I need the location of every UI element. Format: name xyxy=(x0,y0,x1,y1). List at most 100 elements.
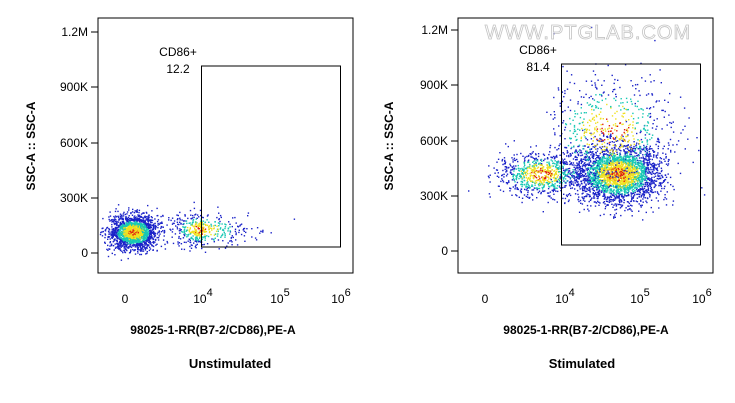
event-dot xyxy=(641,181,644,183)
event-dot xyxy=(658,172,660,174)
event-dot xyxy=(141,241,143,243)
event-dot xyxy=(640,194,643,197)
event-dot xyxy=(547,195,550,197)
event-dot xyxy=(618,193,620,195)
event-dot xyxy=(626,165,629,167)
event-dot xyxy=(142,233,144,235)
event-dot xyxy=(618,197,620,199)
event-dot xyxy=(570,187,572,190)
event-dot xyxy=(627,205,629,207)
event-dot xyxy=(134,249,136,251)
event-dot xyxy=(179,219,181,221)
event-dot xyxy=(138,225,140,227)
event-dot xyxy=(648,194,651,196)
event-dot xyxy=(220,227,222,229)
event-dot xyxy=(128,237,131,240)
event-dot xyxy=(195,213,197,215)
event-dot xyxy=(609,141,611,143)
event-dot xyxy=(118,243,120,246)
event-dot xyxy=(620,214,622,217)
event-dot xyxy=(149,242,151,244)
event-dot xyxy=(110,233,112,235)
event-dot xyxy=(141,245,144,247)
event-dot xyxy=(128,232,131,235)
event-dot xyxy=(125,247,127,249)
event-dot xyxy=(182,231,184,233)
event-dot xyxy=(621,167,624,170)
event-dot xyxy=(624,191,626,193)
event-dot xyxy=(661,174,663,177)
event-dot xyxy=(625,191,627,193)
event-dot xyxy=(114,229,116,231)
event-dot xyxy=(641,177,643,179)
event-dot xyxy=(597,177,599,180)
event-dot xyxy=(593,154,595,156)
event-dot xyxy=(640,206,642,208)
event-dot xyxy=(243,230,245,232)
event-dot xyxy=(581,170,583,172)
event-dot xyxy=(191,223,193,225)
event-dot xyxy=(639,185,641,187)
event-dot xyxy=(598,189,601,191)
event-dot xyxy=(135,225,138,227)
event-dot xyxy=(112,241,114,243)
event-dot xyxy=(612,206,614,208)
event-dot xyxy=(191,224,193,226)
event-dot xyxy=(131,214,134,216)
event-dot xyxy=(213,238,215,240)
event-dot xyxy=(116,224,118,226)
event-dot xyxy=(586,188,588,190)
event-dot xyxy=(583,164,585,167)
event-dot xyxy=(637,174,639,176)
event-dot xyxy=(665,204,668,206)
event-dot xyxy=(592,146,594,148)
event-dot xyxy=(138,227,140,229)
event-dot xyxy=(570,142,572,144)
event-dot xyxy=(616,163,619,165)
event-dot xyxy=(146,218,148,220)
event-dot xyxy=(617,166,619,168)
event-dot xyxy=(595,184,597,186)
event-dot xyxy=(194,223,197,226)
event-dot xyxy=(567,168,569,170)
event-dot xyxy=(110,235,112,237)
event-dot xyxy=(132,232,135,234)
event-dot xyxy=(625,175,627,177)
event-dot xyxy=(128,207,130,209)
event-dot xyxy=(601,167,604,169)
event-dot xyxy=(646,189,648,191)
event-dot xyxy=(130,235,133,237)
event-dot xyxy=(193,226,195,228)
event-dot xyxy=(582,171,584,173)
event-dot xyxy=(200,239,202,242)
event-dot xyxy=(592,151,594,153)
event-dot xyxy=(130,222,133,224)
event-dot xyxy=(158,235,160,237)
event-dot xyxy=(597,162,599,164)
event-dot xyxy=(185,226,187,228)
event-dot xyxy=(120,243,122,245)
event-dot xyxy=(593,193,595,195)
event-dot xyxy=(139,219,141,222)
event-dot xyxy=(649,178,651,180)
event-dot xyxy=(654,191,656,193)
event-dot xyxy=(615,162,617,164)
event-dot xyxy=(220,216,222,219)
event-dot xyxy=(134,215,136,217)
event-dot xyxy=(608,164,610,167)
event-dot xyxy=(199,225,202,228)
event-dot xyxy=(131,240,134,242)
event-dot xyxy=(137,241,140,244)
event-dot xyxy=(606,200,609,203)
event-dot xyxy=(154,235,157,237)
event-dot xyxy=(574,169,576,171)
event-dot xyxy=(579,169,581,171)
event-dot xyxy=(634,160,636,162)
event-dot xyxy=(117,215,119,217)
event-dot xyxy=(643,193,646,196)
event-dot xyxy=(192,214,194,217)
event-dot xyxy=(641,172,643,174)
event-dot xyxy=(601,168,604,171)
event-dot xyxy=(620,158,622,161)
event-dot xyxy=(140,243,142,245)
